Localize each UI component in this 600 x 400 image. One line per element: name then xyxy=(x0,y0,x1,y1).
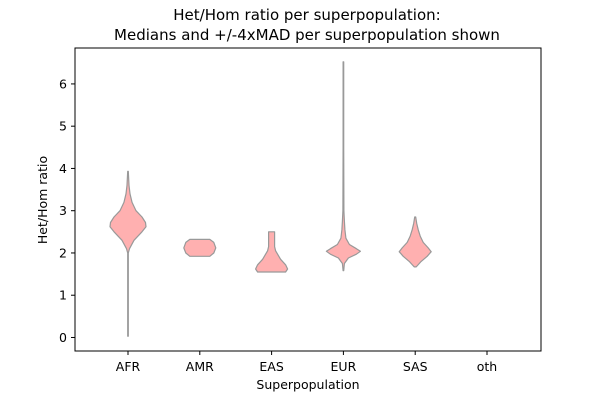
y-tick-label-0: 0 xyxy=(59,330,67,345)
x-tick-label-eur: EUR xyxy=(331,359,357,374)
y-tick-label-4: 4 xyxy=(59,161,67,176)
y-axis-label: Het/Hom ratio xyxy=(35,156,50,244)
y-tick-label-3: 3 xyxy=(59,203,67,218)
chart-title: Het/Hom ratio per superpopulation: xyxy=(173,6,440,24)
y-tick-label-1: 1 xyxy=(59,288,67,303)
violin-amr xyxy=(183,238,217,257)
violin-sas xyxy=(398,216,432,268)
x-tick-label-amr: AMR xyxy=(186,359,214,374)
plot-area-frame xyxy=(74,47,542,352)
x-tick-label-sas: SAS xyxy=(403,359,428,374)
y-tick-label-6: 6 xyxy=(59,76,67,91)
chart-subtitle: Medians and +/-4xMAD per superpopulation… xyxy=(114,26,500,44)
y-tick-label-5: 5 xyxy=(59,119,67,134)
violin-afr xyxy=(109,170,147,337)
x-axis: AFR AMR EAS EUR SAS oth xyxy=(116,351,497,374)
y-tick-label-2: 2 xyxy=(59,245,67,260)
x-tick-label-afr: AFR xyxy=(116,359,141,374)
y-axis: 0 1 2 3 4 5 6 xyxy=(59,76,75,345)
x-tick-label-oth: oth xyxy=(477,359,497,374)
violin-eur xyxy=(325,61,361,272)
x-tick-label-eas: EAS xyxy=(259,359,283,374)
violin-group xyxy=(109,61,432,337)
violin-eas xyxy=(255,231,289,273)
x-axis-label: Superpopulation xyxy=(256,377,359,392)
